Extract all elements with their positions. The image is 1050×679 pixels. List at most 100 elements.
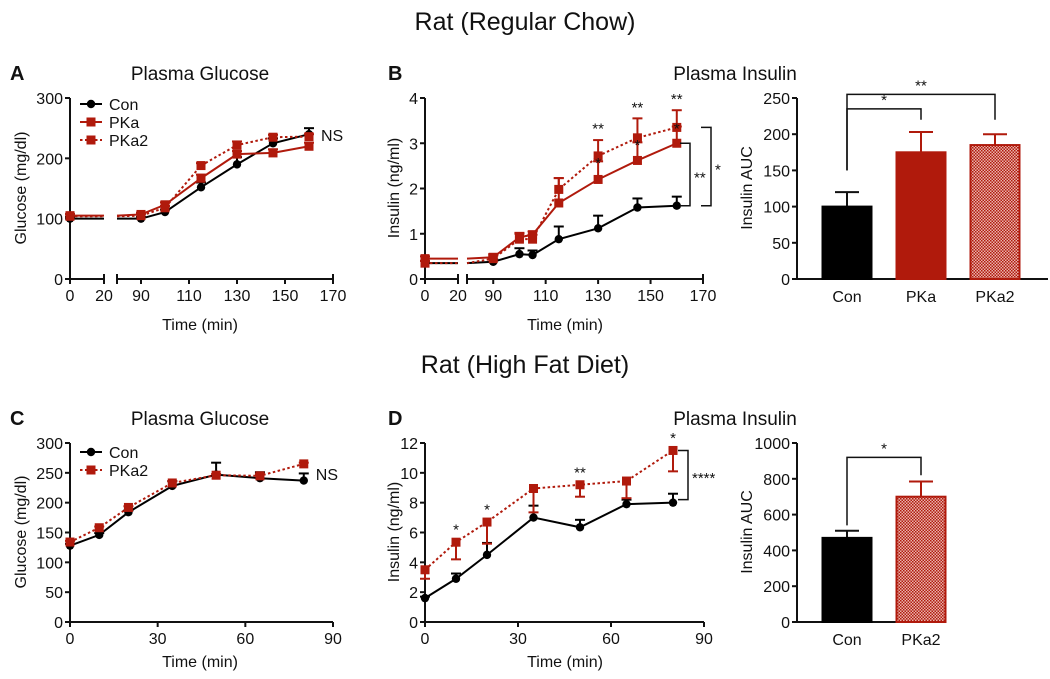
y-tick-label: 200 <box>763 579 790 596</box>
y-tick-label: 0 <box>409 272 418 289</box>
x-tick-label: 20 <box>449 288 467 305</box>
legend-label: PKa2 <box>109 463 148 480</box>
significance-bracket <box>678 449 689 501</box>
data-point <box>633 203 642 212</box>
x-tick-label: 170 <box>320 288 347 305</box>
data-point <box>304 132 314 142</box>
data-point <box>123 502 133 512</box>
data-point <box>593 174 603 184</box>
chart-a <box>65 97 334 284</box>
data-point <box>514 234 524 244</box>
series-line <box>424 449 674 571</box>
y-tick-label: 50 <box>45 585 63 602</box>
y-tick-label: 800 <box>763 472 790 489</box>
data-point <box>529 483 538 493</box>
y-tick-label: 200 <box>36 151 63 168</box>
data-point <box>420 258 430 268</box>
chart-b <box>420 97 712 284</box>
significance-label: * <box>635 137 641 154</box>
y-axis-label: Insulin (ng/ml) <box>386 482 403 582</box>
y-tick-label: 100 <box>36 555 63 572</box>
y-axis-label: Glucose (mg/dl) <box>13 132 30 245</box>
bar-con <box>821 536 873 623</box>
data-point <box>65 211 75 221</box>
data-point <box>196 161 206 171</box>
data-point <box>268 148 278 158</box>
legend-label: PKa2 <box>109 133 148 150</box>
data-point <box>160 203 170 213</box>
legend-marker <box>86 465 96 475</box>
data-point <box>482 517 492 527</box>
category-label: Con <box>832 289 861 306</box>
category-label: PKa <box>906 289 936 306</box>
legend-item-pka2 <box>80 465 102 475</box>
data-point <box>672 138 682 148</box>
significance-label: * <box>715 162 721 179</box>
data-point <box>451 574 461 583</box>
series-con <box>420 492 678 603</box>
x-tick-label: 30 <box>509 631 527 648</box>
significance-label: * <box>881 440 887 457</box>
legend-item-con <box>80 99 102 109</box>
x-tick-label: 0 <box>421 288 430 305</box>
y-tick-label: 6 <box>409 526 418 543</box>
x-tick-label: 0 <box>421 631 430 648</box>
legend-label: PKa <box>109 115 139 132</box>
bar-pka <box>895 151 947 280</box>
y-tick-label: 200 <box>763 127 790 144</box>
data-point <box>632 155 642 165</box>
data-point <box>420 565 430 575</box>
data-point <box>593 224 603 233</box>
series-line <box>116 145 310 217</box>
data-point <box>575 480 585 490</box>
panel-title: Plasma Glucose <box>131 64 269 85</box>
x-tick-label: 150 <box>637 288 664 305</box>
data-point <box>622 499 631 509</box>
legend-marker <box>86 99 96 109</box>
x-tick-label: 20 <box>95 288 113 305</box>
legend-item-con <box>80 447 102 457</box>
data-point <box>268 132 278 142</box>
y-tick-label: 0 <box>409 615 418 632</box>
significance-label: * <box>484 502 490 519</box>
y-tick-label: 600 <box>763 508 790 525</box>
data-point <box>668 498 678 507</box>
x-tick-label: 90 <box>324 631 342 648</box>
data-point <box>632 133 642 143</box>
data-point <box>196 183 206 192</box>
y-tick-label: 12 <box>400 436 418 453</box>
category-label: PKa2 <box>975 289 1014 306</box>
y-tick-label: 2 <box>409 585 418 602</box>
x-tick-label: 30 <box>149 631 167 648</box>
x-tick-label: 90 <box>132 288 150 305</box>
y-tick-label: 8 <box>409 496 418 513</box>
significance-label: * <box>881 92 887 109</box>
x-tick-label: 150 <box>272 288 299 305</box>
x-tick-label: 130 <box>585 288 612 305</box>
x-tick-label: 170 <box>690 288 717 305</box>
significance-label: ** <box>632 99 644 116</box>
legend-marker <box>86 447 96 457</box>
x-axis-label: Time (min) <box>527 654 603 671</box>
data-point <box>94 523 104 533</box>
significance-bracket <box>846 93 996 171</box>
x-tick-label: 0 <box>66 631 75 648</box>
x-tick-label: 110 <box>533 288 559 305</box>
x-tick-label: 130 <box>224 288 251 305</box>
y-tick-label: 0 <box>781 615 790 632</box>
x-tick-label: 60 <box>236 631 254 648</box>
significance-label: * <box>674 120 680 137</box>
y-tick-label: 150 <box>36 526 63 543</box>
data-point <box>554 234 563 244</box>
y-tick-label: 100 <box>763 200 790 217</box>
y-tick-label: 300 <box>36 436 63 453</box>
series-pka2 <box>65 132 314 221</box>
significance-bracket <box>680 142 691 207</box>
data-point <box>672 122 682 132</box>
x-tick-label: 90 <box>484 288 502 305</box>
data-point <box>196 173 206 183</box>
y-tick-label: 250 <box>763 91 790 108</box>
y-tick-label: 0 <box>54 272 63 289</box>
panel-letter: C <box>10 408 24 430</box>
